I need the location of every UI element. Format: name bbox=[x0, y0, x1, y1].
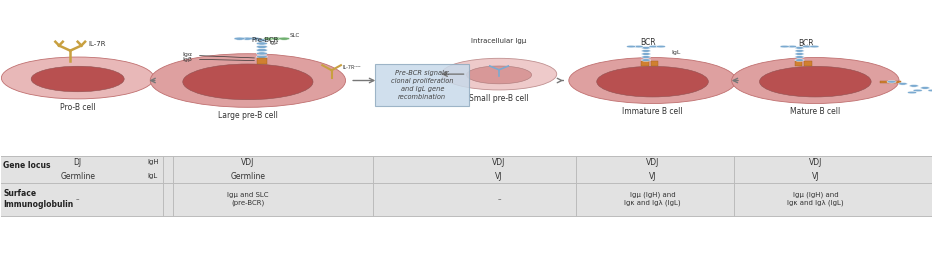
Bar bbox=[881, 81, 901, 83]
Circle shape bbox=[257, 42, 268, 45]
Circle shape bbox=[795, 50, 804, 52]
Circle shape bbox=[634, 45, 643, 48]
Circle shape bbox=[787, 45, 797, 48]
Text: IgH: IgH bbox=[147, 159, 159, 165]
Text: SLC: SLC bbox=[290, 33, 300, 38]
Circle shape bbox=[641, 50, 650, 52]
Circle shape bbox=[802, 45, 812, 48]
Circle shape bbox=[887, 80, 897, 83]
Circle shape bbox=[279, 37, 290, 40]
FancyBboxPatch shape bbox=[375, 64, 469, 106]
Circle shape bbox=[648, 45, 658, 48]
Text: –: – bbox=[497, 196, 501, 202]
Text: Gene locus: Gene locus bbox=[3, 161, 50, 170]
Circle shape bbox=[913, 89, 923, 92]
Text: Immature B cell: Immature B cell bbox=[622, 107, 683, 116]
Bar bbox=[650, 61, 658, 67]
Text: Igμ and SLC
(pre-BCR): Igμ and SLC (pre-BCR) bbox=[227, 192, 269, 206]
Text: Surface
Immunoglobulin: Surface Immunoglobulin bbox=[3, 189, 74, 209]
Text: IL-7Rᴸᵒʷ: IL-7Rᴸᵒʷ bbox=[342, 65, 361, 70]
Circle shape bbox=[264, 37, 275, 40]
Text: Pre-BCR signals:
clonal proliferation
and IgL gene
recombination: Pre-BCR signals: clonal proliferation an… bbox=[391, 70, 453, 100]
Text: VJ: VJ bbox=[812, 172, 819, 181]
Text: –: – bbox=[76, 196, 79, 202]
Circle shape bbox=[641, 53, 650, 55]
Circle shape bbox=[272, 37, 283, 40]
Circle shape bbox=[795, 59, 804, 61]
Circle shape bbox=[150, 54, 345, 107]
Text: VDJ: VDJ bbox=[242, 158, 255, 167]
Bar bbox=[804, 61, 812, 67]
Circle shape bbox=[441, 58, 557, 90]
Text: IgL: IgL bbox=[147, 173, 158, 179]
Text: Pro-B cell: Pro-B cell bbox=[60, 103, 95, 112]
Circle shape bbox=[908, 91, 917, 94]
Circle shape bbox=[910, 85, 919, 87]
Text: BCR: BCR bbox=[640, 38, 656, 47]
Text: DJ: DJ bbox=[74, 158, 82, 167]
Text: Igμ: Igμ bbox=[270, 40, 278, 45]
Text: Igμ (IgH) and
Igκ and Igλ (IgL): Igμ (IgH) and Igκ and Igλ (IgL) bbox=[624, 192, 681, 206]
Circle shape bbox=[759, 66, 871, 97]
Text: Germline: Germline bbox=[230, 172, 265, 181]
Circle shape bbox=[466, 66, 532, 84]
Bar bbox=[641, 61, 648, 67]
Circle shape bbox=[810, 45, 819, 48]
Circle shape bbox=[257, 49, 268, 52]
Text: Igβ: Igβ bbox=[182, 57, 192, 62]
Circle shape bbox=[656, 45, 665, 48]
Circle shape bbox=[569, 58, 736, 103]
Bar bbox=[795, 61, 802, 67]
Circle shape bbox=[641, 56, 650, 58]
Circle shape bbox=[795, 56, 804, 58]
Circle shape bbox=[795, 46, 804, 49]
Text: Mature B cell: Mature B cell bbox=[790, 107, 841, 116]
Circle shape bbox=[257, 55, 268, 58]
Circle shape bbox=[257, 52, 268, 55]
Circle shape bbox=[242, 37, 253, 40]
Text: Germline: Germline bbox=[60, 172, 95, 181]
Text: Intracellular Igμ: Intracellular Igμ bbox=[471, 38, 527, 44]
Circle shape bbox=[780, 45, 789, 48]
Circle shape bbox=[795, 53, 804, 55]
Text: IgL: IgL bbox=[671, 50, 680, 55]
Text: Igα: Igα bbox=[182, 52, 192, 57]
Text: VJ: VJ bbox=[495, 172, 503, 181]
Circle shape bbox=[641, 46, 650, 49]
Text: VDJ: VDJ bbox=[646, 158, 660, 167]
Bar bbox=[258, 58, 267, 64]
Circle shape bbox=[234, 37, 245, 40]
Text: Pre-BCR: Pre-BCR bbox=[251, 37, 278, 43]
Text: VDJ: VDJ bbox=[493, 158, 506, 167]
Circle shape bbox=[597, 66, 708, 97]
Text: IL-7R: IL-7R bbox=[89, 41, 106, 47]
Text: BCR: BCR bbox=[799, 39, 814, 48]
Text: VDJ: VDJ bbox=[809, 158, 822, 167]
Circle shape bbox=[921, 87, 930, 89]
Circle shape bbox=[257, 39, 268, 42]
Circle shape bbox=[641, 59, 650, 61]
Circle shape bbox=[1, 57, 154, 99]
Circle shape bbox=[626, 45, 635, 48]
Circle shape bbox=[183, 64, 313, 100]
Circle shape bbox=[928, 89, 933, 92]
Bar bbox=[1, 156, 932, 216]
Circle shape bbox=[249, 37, 260, 40]
Text: Large pre-B cell: Large pre-B cell bbox=[218, 111, 278, 120]
Circle shape bbox=[257, 45, 268, 48]
Circle shape bbox=[898, 83, 908, 85]
Text: VJ: VJ bbox=[648, 172, 656, 181]
Text: Small pre-B cell: Small pre-B cell bbox=[469, 94, 529, 103]
Circle shape bbox=[31, 66, 124, 92]
Text: Igμ (IgH) and
Igκ and Igλ (IgL): Igμ (IgH) and Igκ and Igλ (IgL) bbox=[787, 192, 843, 206]
Circle shape bbox=[731, 58, 899, 103]
